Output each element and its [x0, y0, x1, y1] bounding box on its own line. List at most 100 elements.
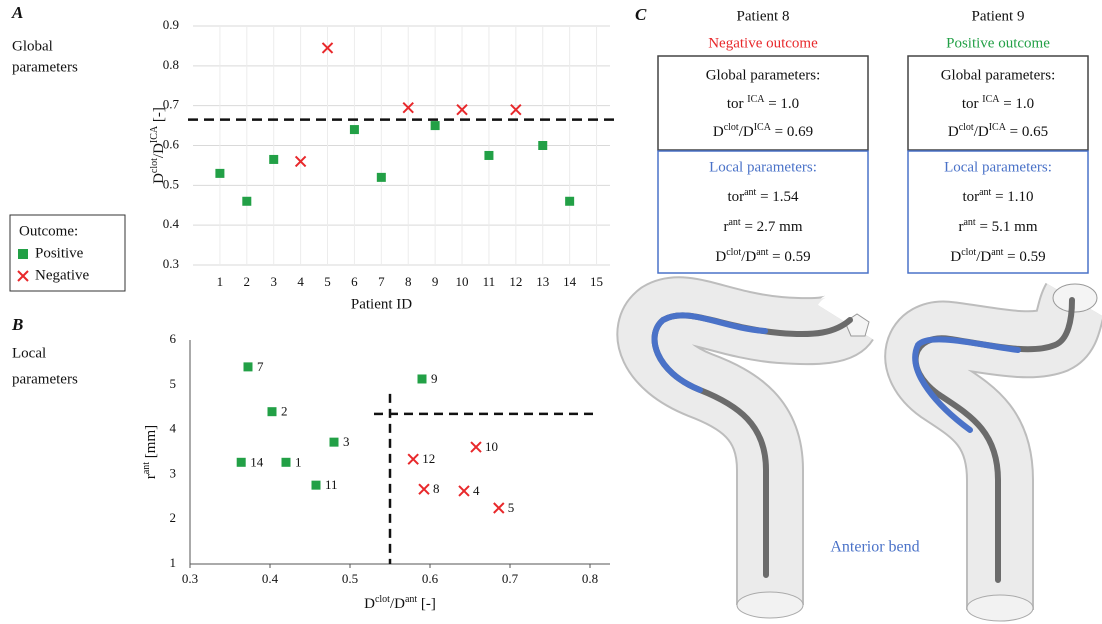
y-axis-label: rant [mm] — [141, 425, 160, 479]
panel-letter: A — [11, 3, 23, 22]
y-axis-label-part: /D — [151, 143, 167, 158]
local-param: Dclot/Dant = 0.59 — [950, 247, 1045, 266]
local-param-sup: clot — [961, 247, 976, 258]
global-param-part: D — [948, 124, 959, 140]
x-tick-label: 9 — [432, 274, 439, 289]
y-axis-label-part: r — [143, 474, 159, 479]
x-tick-label: 0.8 — [582, 571, 598, 586]
vessel-lumen — [618, 278, 873, 605]
local-param-part: /D — [976, 249, 991, 265]
y-axis-label-sup: ant — [141, 462, 152, 474]
panel-caption: Local — [12, 345, 46, 361]
data-label: 11 — [325, 477, 338, 492]
patient-title: Patient 8 — [737, 8, 790, 24]
local-param: torant = 1.10 — [962, 187, 1033, 206]
vessel-right — [884, 282, 1102, 622]
local-param-part: D — [950, 249, 961, 265]
local-param-part: = 0.59 — [1003, 249, 1045, 265]
y-tick-label: 3 — [170, 465, 177, 480]
marker — [321, 42, 334, 54]
marker — [430, 121, 440, 131]
x-tick-label: 13 — [536, 274, 549, 289]
annotation: Anterior bend — [830, 539, 919, 556]
vessel-lumen — [886, 283, 1102, 610]
vessel-end — [736, 591, 804, 619]
legend-label: Positive — [35, 245, 84, 261]
anterior-segment — [651, 312, 768, 393]
global-param: tor ICA = 1.0 — [962, 94, 1034, 113]
x-tick-label: 10 — [456, 274, 469, 289]
legend-box — [9, 214, 126, 292]
legend-marker — [17, 270, 29, 282]
marker — [407, 453, 419, 465]
data-label: 4 — [473, 483, 480, 498]
x-axis-label-sup: ant — [405, 594, 417, 605]
marker — [215, 168, 225, 178]
x-tick-label: 0.4 — [262, 571, 279, 586]
global-param-part: = 0.69 — [771, 124, 813, 140]
global-param: Dclot/DICA = 0.69 — [713, 122, 813, 141]
marker — [376, 172, 386, 182]
x-tick-label: 0.3 — [182, 571, 198, 586]
local-param-sup: ant — [979, 187, 991, 198]
local-param-sup: ant — [744, 187, 756, 198]
local-param: Dclot/Dant = 0.59 — [715, 247, 810, 266]
x-tick-label: 14 — [563, 274, 577, 289]
global-param-part: /D — [739, 124, 754, 140]
local-param-part: r — [723, 219, 728, 235]
data-label: 7 — [257, 359, 264, 374]
y-tick-label: 0.4 — [163, 216, 180, 231]
local-param: rant = 2.7 mm — [723, 217, 802, 236]
marker — [510, 103, 522, 116]
y-tick-label: 1 — [170, 555, 177, 570]
global-box — [907, 55, 1089, 151]
x-tick-label: 5 — [324, 274, 331, 289]
marker — [565, 196, 575, 206]
panel-caption: Global — [12, 38, 53, 54]
global-param-part: D — [713, 124, 724, 140]
y-tick-label: 0.6 — [163, 136, 180, 151]
panel-caption: parameters — [12, 371, 78, 387]
x-axis-label-part: D — [364, 596, 375, 612]
local-param-part: = 1.54 — [756, 189, 799, 205]
marker — [267, 407, 277, 417]
global-param-part: = 1.0 — [999, 96, 1034, 112]
global-param-sup: ICA — [747, 94, 765, 105]
marker — [294, 155, 307, 168]
local-param-sup: clot — [726, 247, 741, 258]
global-param-sup: ICA — [989, 122, 1007, 133]
local-param-sup: ant — [991, 247, 1003, 258]
global-param-part: /D — [974, 124, 989, 140]
x-tick-label: 2 — [244, 274, 251, 289]
legend-marker — [18, 249, 28, 259]
global-title: Global parameters: — [941, 67, 1056, 83]
x-tick-label: 0.6 — [422, 571, 439, 586]
data-label: 9 — [431, 371, 438, 386]
global-param-sup: clot — [724, 122, 739, 133]
global-param-sup: clot — [959, 122, 974, 133]
y-tick-label: 0.9 — [163, 17, 179, 32]
local-param-sup: ant — [963, 217, 975, 228]
local-param-part: tor — [727, 189, 744, 205]
y-axis-label-sup: clot — [149, 158, 160, 173]
panel-letter: B — [11, 315, 23, 334]
marker — [269, 154, 279, 164]
local-title: Local parameters: — [709, 159, 817, 175]
local-param-part: /D — [741, 249, 756, 265]
anterior-segment — [912, 336, 1021, 433]
local-param: rant = 5.1 mm — [958, 217, 1037, 236]
marker — [470, 441, 482, 453]
marker — [538, 141, 548, 150]
y-axis-label-part: [-] — [151, 107, 167, 126]
x-tick-label: 7 — [378, 274, 385, 289]
vessel-opening — [1052, 283, 1098, 313]
local-param-part: = 0.59 — [768, 249, 810, 265]
y-tick-label: 0.5 — [163, 176, 179, 191]
x-tick-label: 0.7 — [502, 571, 519, 586]
y-tick-label: 0.7 — [163, 97, 180, 112]
local-param-part: = 1.10 — [991, 189, 1033, 205]
y-tick-label: 2 — [170, 510, 177, 525]
marker — [281, 457, 291, 467]
patient-outcome: Positive outcome — [946, 35, 1050, 51]
